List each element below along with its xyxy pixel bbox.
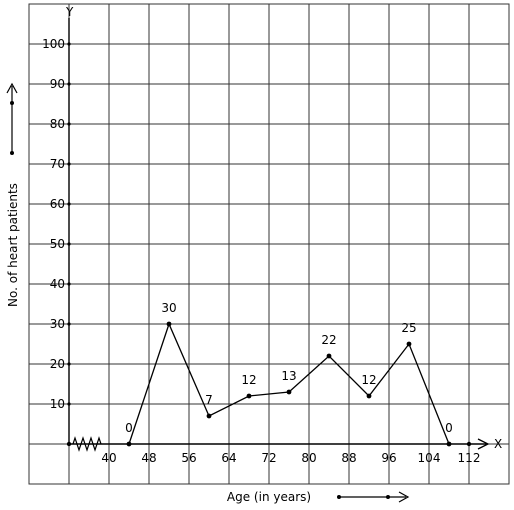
data-label-60: 7 — [205, 393, 213, 407]
x-tick-label-104: 104 — [418, 451, 441, 465]
x-axis-title-group: Age (in years) — [227, 490, 410, 504]
grid — [29, 3, 509, 485]
data-point-92 — [366, 393, 372, 399]
y-tick-dot-50 — [67, 242, 71, 246]
data-point-68 — [246, 393, 252, 399]
x-tick-label-88: 88 — [341, 451, 356, 465]
series-line — [128, 322, 450, 445]
x-tick-labels: 40 48 56 64 72 80 88 96 104 112 — [101, 441, 481, 465]
data-label-44: 0 — [125, 421, 133, 435]
x-axis: X 40 48 56 64 72 80 88 96 104 112 — [69, 436, 502, 465]
data-point-44 — [126, 441, 132, 447]
data-label-100: 25 — [401, 321, 416, 335]
data-point-60 — [206, 413, 212, 419]
y-title-arrow-dot-mid — [10, 101, 14, 105]
x-tick-label-112: 112 — [458, 451, 481, 465]
y-title-arrow-dot-start — [10, 151, 14, 155]
y-tick-dot-40 — [67, 282, 71, 286]
y-tick-label-80: 80 — [50, 117, 65, 131]
y-tick-dot-30 — [67, 322, 71, 326]
data-label-92: 12 — [361, 373, 376, 387]
y-tick-dot-70 — [67, 162, 71, 166]
y-axis: Y 10 20 30 40 50 60 70 80 90 100 — [42, 5, 74, 447]
y-tick-dot-90 — [67, 82, 71, 86]
x-tick-label-48: 48 — [141, 451, 156, 465]
y-axis-title-group: No. of heart patients — [6, 82, 20, 307]
series-points — [126, 321, 452, 447]
y-tick-label-30: 30 — [50, 317, 65, 331]
data-labels: 0 30 7 12 13 22 12 25 0 — [125, 301, 453, 435]
x-title-arrow-dot-start — [337, 495, 341, 499]
x-axis-arrowhead — [477, 438, 490, 450]
y-tick-dot-60 — [67, 202, 71, 206]
y-tick-label-20: 20 — [50, 357, 65, 371]
y-tick-label-100: 100 — [42, 37, 65, 51]
data-label-108: 0 — [445, 421, 453, 435]
x-tick-label-64: 64 — [221, 451, 236, 465]
data-label-76: 13 — [281, 369, 296, 383]
x-tick-label-80: 80 — [301, 451, 316, 465]
y-tick-dot-20 — [67, 362, 71, 366]
y-tick-label-90: 90 — [50, 77, 65, 91]
x-tick-label-96: 96 — [381, 451, 396, 465]
y-tick-label-10: 10 — [50, 397, 65, 411]
series-heart-patients: 0 30 7 12 13 22 12 25 0 — [125, 301, 453, 447]
data-point-76 — [286, 389, 292, 395]
y-title-arrowhead — [6, 82, 18, 94]
y-tick-label-70: 70 — [50, 157, 65, 171]
y-tick-labels: 10 20 30 40 50 60 70 80 90 100 — [42, 37, 72, 447]
x-title-arrow-dot-mid — [386, 495, 390, 499]
y-axis-letter: Y — [65, 5, 74, 19]
y-axis-title: No. of heart patients — [6, 183, 20, 307]
data-label-84: 22 — [321, 333, 336, 347]
y-tick-label-40: 40 — [50, 277, 65, 291]
x-axis-break-zigzag — [72, 436, 102, 452]
x-axis-end-dot — [466, 441, 472, 447]
y-tick-dot-100 — [67, 42, 71, 46]
x-tick-label-72: 72 — [261, 451, 276, 465]
y-tick-label-60: 60 — [50, 197, 65, 211]
data-point-52 — [166, 321, 172, 327]
plot-frame — [28, 3, 510, 485]
data-point-100 — [406, 341, 412, 347]
data-point-84 — [326, 353, 332, 359]
data-label-52: 30 — [161, 301, 176, 315]
x-axis-title: Age (in years) — [227, 490, 311, 504]
y-tick-dot-80 — [67, 122, 71, 126]
y-tick-dot-10 — [67, 402, 71, 406]
data-point-108 — [446, 441, 452, 447]
data-label-68: 12 — [241, 373, 256, 387]
x-axis-letter: X — [494, 437, 502, 451]
x-tick-label-40: 40 — [101, 451, 116, 465]
origin-dot — [66, 441, 72, 447]
x-title-arrowhead — [398, 491, 410, 503]
x-tick-label-56: 56 — [181, 451, 196, 465]
y-tick-label-50: 50 — [50, 237, 65, 251]
